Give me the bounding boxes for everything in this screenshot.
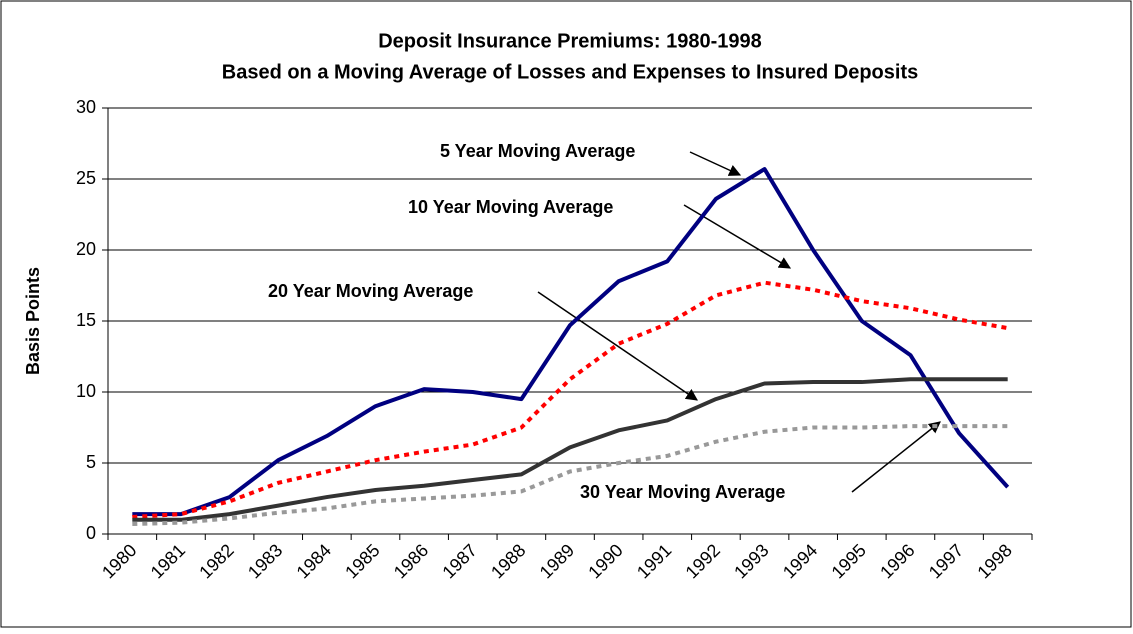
- series-line: [132, 424, 1008, 527]
- y-tick-label: 20: [76, 239, 96, 259]
- series-annotation: 30 Year Moving Average: [580, 482, 785, 502]
- series-line: [132, 280, 1009, 519]
- arrow: [689, 151, 742, 176]
- y-tick-label: 5: [86, 452, 96, 472]
- arrow: [851, 421, 941, 493]
- chart-subtitle: Based on a Moving Average of Losses and …: [222, 61, 918, 83]
- y-tick-label: 15: [76, 310, 96, 330]
- y-axis-label: Basis Points: [23, 267, 43, 375]
- arrow: [537, 291, 698, 401]
- y-tick-label: 30: [76, 97, 96, 117]
- series-annotation: 5 Year Moving Average: [440, 141, 635, 161]
- series-line: [132, 377, 1008, 522]
- series-annotation: 20 Year Moving Average: [268, 281, 473, 301]
- series-line: [132, 167, 1010, 517]
- y-tick-label: 0: [86, 523, 96, 543]
- y-tick-label: 25: [76, 168, 96, 188]
- y-tick-label: 10: [76, 381, 96, 401]
- chart-title: Deposit Insurance Premiums: 1980-1998: [378, 30, 762, 52]
- series-annotation: 10 Year Moving Average: [408, 197, 613, 217]
